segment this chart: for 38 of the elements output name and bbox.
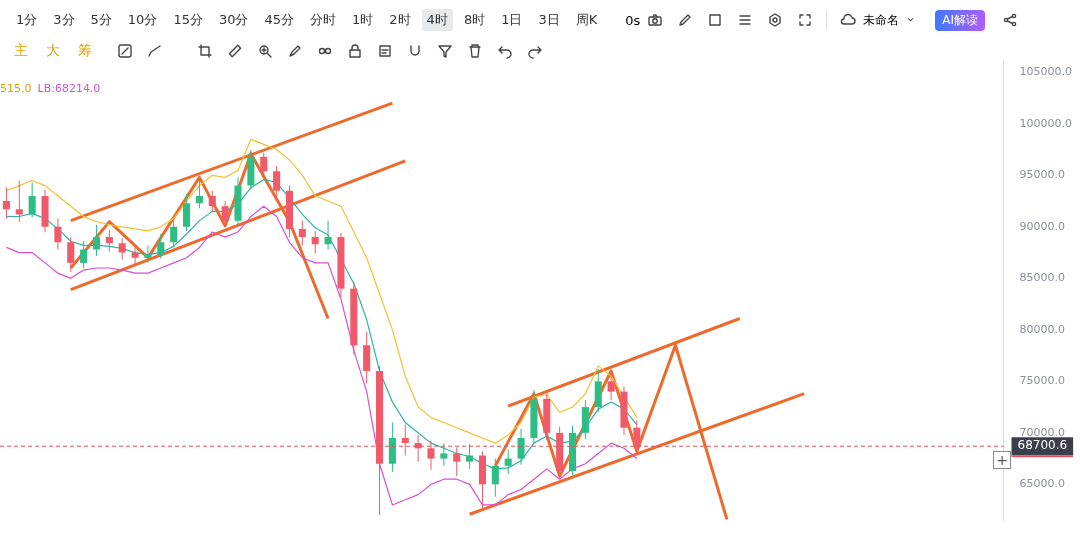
text: 1时 bbox=[351, 11, 375, 29]
annotation: LB:68214.0 bbox=[37, 82, 101, 95]
annotation: 515.0 bbox=[0, 82, 32, 95]
text: 10分 bbox=[126, 11, 159, 29]
text: 1分 bbox=[15, 11, 39, 29]
text: 3分 bbox=[52, 11, 76, 29]
y-tick-label: 70000.0 bbox=[1019, 425, 1066, 439]
y-tick-label: 100000.0 bbox=[1019, 116, 1073, 130]
y-tick-label: 85000.0 bbox=[1019, 271, 1066, 285]
y-tick-label: 105000.0 bbox=[1019, 65, 1073, 79]
text: 15分 bbox=[172, 11, 204, 29]
y-tick-label: 65000.0 bbox=[1019, 477, 1066, 491]
candlestick bbox=[453, 446, 461, 477]
text: 大 bbox=[46, 42, 60, 60]
text: 未命名 bbox=[863, 11, 900, 29]
y-tick-label: 80000.0 bbox=[1019, 322, 1066, 336]
text: AI解读 bbox=[935, 9, 986, 31]
text: 分时 bbox=[309, 11, 338, 29]
text: 2时 bbox=[388, 11, 412, 29]
text: 主 bbox=[14, 42, 28, 60]
text: 5分 bbox=[89, 11, 113, 29]
text: 8时 bbox=[462, 11, 487, 29]
annotation: + bbox=[993, 451, 1011, 469]
text: 周K bbox=[574, 11, 599, 29]
candlestick bbox=[157, 233, 165, 260]
y-tick-label: 90000.0 bbox=[1019, 219, 1066, 233]
text: 1日 bbox=[500, 11, 524, 29]
text: 45分 bbox=[263, 11, 296, 29]
text: 4时 bbox=[421, 9, 453, 31]
candlestick bbox=[118, 237, 126, 261]
text: 30分 bbox=[217, 11, 250, 29]
text: 0s bbox=[625, 12, 641, 28]
ref-line-label: 68700.6 bbox=[1017, 438, 1068, 453]
text: 3日 bbox=[537, 11, 561, 29]
y-tick-label: 95000.0 bbox=[1019, 168, 1066, 182]
y-tick-label: 75000.0 bbox=[1019, 374, 1066, 388]
text: 筹 bbox=[78, 42, 92, 60]
candlestick bbox=[427, 440, 435, 471]
